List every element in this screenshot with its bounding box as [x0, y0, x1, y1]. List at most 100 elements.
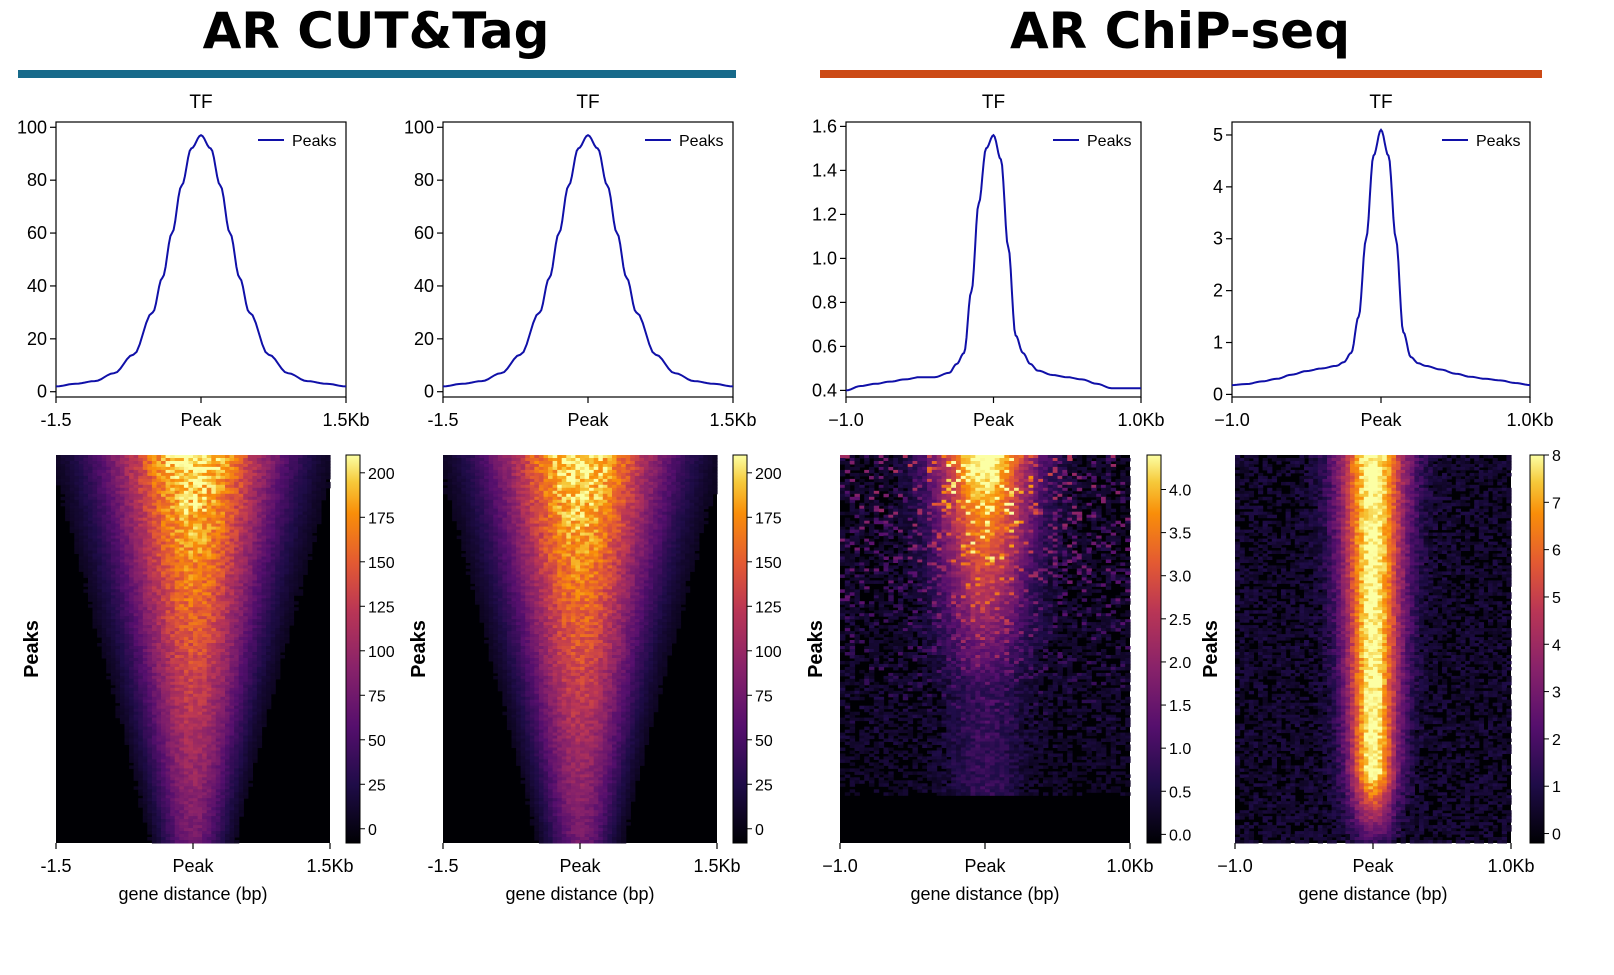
- chart1-heatmap-cell: [120, 688, 125, 692]
- chart1-heatmap-cell: [271, 458, 276, 462]
- chart1-heatmap-cell: [152, 655, 157, 659]
- chart1-heatmap-cell: [207, 485, 212, 489]
- chart1-heatmap-cell: [234, 488, 239, 492]
- chart1-heatmap-cell: [161, 751, 166, 755]
- chart1-heatmap-cell: [125, 664, 130, 668]
- chart1-heatmap-cell: [184, 512, 189, 516]
- chart1-heatmap-cell: [179, 622, 184, 626]
- chart1-heatmap-cell: [202, 688, 207, 692]
- chart1-heatmap-cell: [252, 583, 257, 587]
- chart1-heatmap-cell: [234, 574, 239, 578]
- chart1-heatmap-cell: [179, 673, 184, 677]
- chart1-heatmap-cell: [257, 485, 262, 489]
- chart1-heatmap-cell: [289, 500, 294, 504]
- chart1-heatmap-cell: [289, 589, 294, 593]
- chart1-heatmap-cell: [152, 604, 157, 608]
- chart1-heatmap-cell: [79, 530, 84, 534]
- chart1-heatmap-cell: [275, 574, 280, 578]
- chart1-heatmap-cell: [65, 515, 70, 519]
- chart1-heatmap-cell: [161, 786, 166, 790]
- chart1-heatmap-cell: [248, 583, 253, 587]
- chart1-heatmap-cell: [93, 518, 98, 522]
- chart1-heatmap-cell: [239, 727, 244, 731]
- chart1-heatmap-cell: [211, 491, 216, 495]
- chart1-heatmap-cell: [161, 512, 166, 516]
- chart1-heatmap-cell: [161, 768, 166, 772]
- chart1-heatmap-cell: [284, 497, 289, 501]
- chart1-heatmap-cell: [97, 524, 102, 528]
- chart1-heatmap-cell: [230, 703, 235, 707]
- chart1-heatmap-cell: [161, 795, 166, 799]
- chart1-heatmap-cell: [161, 533, 166, 537]
- chart1-heatmap-cell: [188, 625, 193, 629]
- chart1-heatmap-cell: [225, 539, 230, 543]
- chart1-heatmap-cell: [179, 742, 184, 746]
- chart1-heatmap-cell: [207, 500, 212, 504]
- chart1-heatmap-cell: [243, 568, 248, 572]
- chart1-heatmap-cell: [230, 509, 235, 513]
- chart1-heatmap-cell: [216, 568, 221, 572]
- chart1-heatmap-cell: [289, 485, 294, 489]
- chart1-heatmap-cell: [161, 509, 166, 513]
- chart1-heatmap-cell: [198, 601, 203, 605]
- chart1-heatmap-cell: [298, 494, 303, 498]
- chart1-heatmap-cell: [102, 488, 107, 492]
- chart1-heatmap-cell: [202, 694, 207, 698]
- chart1-heatmap-cell: [129, 530, 134, 534]
- chart1-heatmap-cell: [188, 509, 193, 513]
- chart1-heatmap-cell: [216, 661, 221, 665]
- chart1-heatmap-cell: [289, 506, 294, 510]
- chart1-heatmap-cell: [284, 470, 289, 474]
- chart1-heatmap-cell: [106, 509, 111, 513]
- chart1-heatmap-cell: [157, 616, 162, 620]
- chart1-heatmap-cell: [184, 565, 189, 569]
- chart1-heatmap-cell: [239, 545, 244, 549]
- chart1-heatmap-cell: [143, 673, 148, 677]
- chart1-heatmap-cell: [248, 554, 253, 558]
- chart1-heatmap-cell: [275, 470, 280, 474]
- chart1-heatmap-cell: [134, 727, 139, 731]
- chart1-heatmap-cell: [252, 455, 257, 459]
- chart1-heatmap-cell: [230, 646, 235, 650]
- chart1-heatmap-cell: [193, 536, 198, 540]
- chart1-heatmap-cell: [120, 470, 125, 474]
- chart1-heatmap-cell: [152, 613, 157, 617]
- chart1-heatmap-cell: [188, 557, 193, 561]
- chart1-heatmap-cell: [179, 461, 184, 465]
- chart1-heatmap-cell: [134, 664, 139, 668]
- chart1-heatmap-cell: [294, 533, 299, 537]
- chart1-heatmap-cell: [220, 568, 225, 572]
- chart1-heatmap-cell: [220, 622, 225, 626]
- chart1-heatmap-cell: [230, 595, 235, 599]
- chart1-heatmap-cell: [243, 610, 248, 614]
- chart1-heatmap-cell: [79, 539, 84, 543]
- chart1-heatmap-cell: [307, 470, 312, 474]
- chart1-heatmap-cell: [193, 595, 198, 599]
- chart1-heatmap-cell: [120, 622, 125, 626]
- chart1-heatmap-cell: [129, 574, 134, 578]
- chart1-heatmap-cell: [175, 685, 180, 689]
- chart1-heatmap-cell: [166, 479, 171, 483]
- chart1-heatmap-cell: [216, 655, 221, 659]
- chart1-heatmap-cell: [120, 664, 125, 668]
- chart1-heatmap-cell: [307, 527, 312, 531]
- chart1-heatmap-cell: [202, 759, 207, 763]
- chart1-heatmap-cell: [184, 706, 189, 710]
- chart1-heatmap-cell: [225, 742, 230, 746]
- chart1-heatmap-cell: [211, 616, 216, 620]
- chart1-heatmap-cell: [188, 759, 193, 763]
- chart1-heatmap-cell: [166, 512, 171, 516]
- chart1-heatmap-cell: [275, 643, 280, 647]
- chart1-heatmap-cell: [284, 509, 289, 513]
- chart1-heatmap-cell: [316, 497, 321, 501]
- chart1-heatmap-cell: [266, 661, 271, 665]
- chart1-heatmap-cell: [257, 721, 262, 725]
- chart1-heatmap-cell: [111, 565, 116, 569]
- chart1-heatmap-cell: [289, 562, 294, 566]
- chart1-heatmap-cell: [216, 551, 221, 555]
- chart1-heatmap-cell: [303, 551, 308, 555]
- chart1-heatmap-cell: [175, 601, 180, 605]
- chart1-heatmap-cell: [211, 533, 216, 537]
- chart1-heatmap-cell: [152, 509, 157, 513]
- chart1-heatmap-cell: [207, 768, 212, 772]
